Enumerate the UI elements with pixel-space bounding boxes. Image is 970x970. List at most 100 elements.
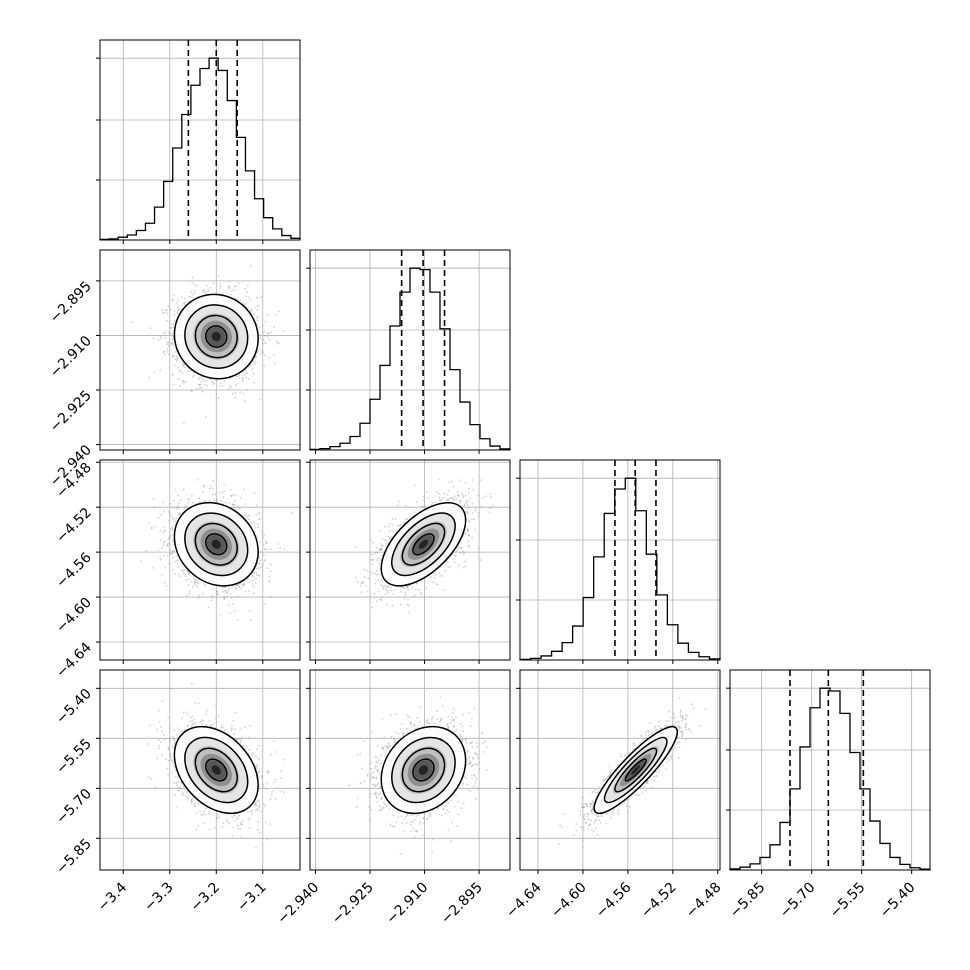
scatter-point bbox=[216, 498, 219, 501]
scatter-point bbox=[464, 565, 467, 568]
scatter-point bbox=[263, 341, 266, 344]
scatter-point bbox=[384, 525, 386, 528]
scatter-point bbox=[166, 554, 169, 557]
scatter-point bbox=[438, 498, 441, 501]
scatter-point bbox=[197, 597, 200, 599]
scatter-point bbox=[173, 364, 176, 367]
scatter-point bbox=[188, 572, 191, 574]
scatter-point bbox=[185, 575, 187, 578]
scatter-point bbox=[185, 505, 188, 508]
scatter-point bbox=[204, 584, 207, 587]
scatter-point bbox=[170, 528, 172, 530]
scatter-point bbox=[169, 552, 171, 555]
scatter-panel-1-0-content bbox=[100, 250, 300, 450]
scatter-point bbox=[167, 353, 170, 356]
scatter-point bbox=[249, 619, 252, 622]
scatter-point bbox=[183, 508, 186, 511]
scatter-point bbox=[171, 356, 174, 358]
scatter-point bbox=[173, 309, 176, 312]
scatter-point bbox=[178, 385, 181, 387]
scatter-point bbox=[166, 341, 169, 344]
scatter-point bbox=[152, 337, 155, 340]
scatter-point bbox=[256, 512, 259, 515]
scatter-point bbox=[257, 567, 260, 570]
scatter-point bbox=[248, 610, 251, 612]
scatter-point bbox=[257, 523, 260, 526]
scatter-point bbox=[168, 536, 171, 539]
scatter-point bbox=[176, 366, 179, 369]
scatter-point bbox=[169, 326, 172, 329]
scatter-point bbox=[245, 516, 248, 518]
x-tick-label-3-1: −5.70 bbox=[777, 880, 819, 922]
scatter-point bbox=[259, 518, 262, 521]
scatter-point bbox=[381, 596, 383, 599]
scatter-point bbox=[234, 285, 236, 288]
scatter-point bbox=[157, 516, 160, 519]
scatter-point bbox=[169, 534, 172, 537]
scatter-point bbox=[263, 364, 266, 367]
scatter-point bbox=[256, 574, 258, 577]
scatter-point bbox=[258, 562, 260, 565]
scatter-point bbox=[187, 501, 190, 504]
y-tick-label-2-2: −4.56 bbox=[53, 550, 95, 592]
scatter-point bbox=[268, 580, 271, 582]
scatter-point bbox=[250, 522, 253, 524]
scatter-point bbox=[212, 383, 215, 385]
scatter-point bbox=[213, 499, 216, 502]
scatter-point bbox=[217, 275, 220, 277]
scatter-point bbox=[253, 307, 256, 309]
scatter-point bbox=[258, 574, 260, 576]
hist-2-frame bbox=[519, 459, 721, 661]
scatter-point bbox=[150, 527, 153, 530]
scatter-point bbox=[190, 581, 192, 583]
scatter-point bbox=[191, 282, 194, 284]
scatter-point bbox=[264, 354, 266, 356]
scatter-point bbox=[259, 541, 261, 543]
scatter-point bbox=[236, 619, 239, 621]
scatter-point bbox=[247, 515, 250, 518]
scatter-point bbox=[253, 586, 255, 588]
scatter-point bbox=[264, 603, 267, 605]
scatter-point bbox=[202, 289, 204, 291]
scatter-point bbox=[201, 390, 204, 393]
scatter-point bbox=[178, 512, 181, 515]
scatter-point bbox=[177, 494, 179, 497]
scatter-point bbox=[227, 388, 230, 390]
scatter-point bbox=[458, 479, 461, 481]
scatter-point bbox=[400, 586, 403, 589]
scatter-point bbox=[171, 342, 174, 344]
scatter-point bbox=[182, 488, 185, 491]
scatter-point bbox=[229, 386, 232, 388]
scatter-point bbox=[182, 380, 185, 383]
scatter-point bbox=[168, 548, 171, 550]
scatter-point bbox=[250, 265, 252, 267]
scatter-point bbox=[174, 488, 177, 491]
scatter-point bbox=[261, 342, 264, 345]
scatter-point bbox=[231, 493, 234, 496]
scatter-point bbox=[212, 587, 214, 590]
scatter-point bbox=[194, 580, 197, 583]
scatter-point bbox=[203, 485, 206, 488]
scatter-point bbox=[366, 570, 369, 572]
scatter-point bbox=[466, 531, 469, 533]
scatter-point bbox=[215, 393, 218, 396]
scatter-point bbox=[171, 373, 174, 375]
scatter-point bbox=[172, 326, 175, 329]
scatter-point bbox=[169, 535, 172, 538]
scatter-point bbox=[171, 339, 174, 341]
scatter-point bbox=[265, 542, 268, 545]
scatter-panel-2-1 bbox=[306, 459, 511, 664]
scatter-point bbox=[233, 610, 236, 612]
scatter-point bbox=[255, 356, 257, 359]
scatter-point bbox=[162, 510, 165, 513]
scatter-point bbox=[244, 288, 246, 290]
scatter-point bbox=[242, 514, 245, 517]
scatter-point bbox=[227, 285, 230, 288]
scatter-point bbox=[266, 313, 269, 316]
scatter-point bbox=[437, 478, 440, 481]
scatter-point bbox=[166, 312, 169, 315]
scatter-point bbox=[264, 320, 267, 323]
scatter-point bbox=[253, 492, 256, 495]
scatter-point bbox=[223, 484, 226, 486]
scatter-point bbox=[164, 336, 167, 339]
